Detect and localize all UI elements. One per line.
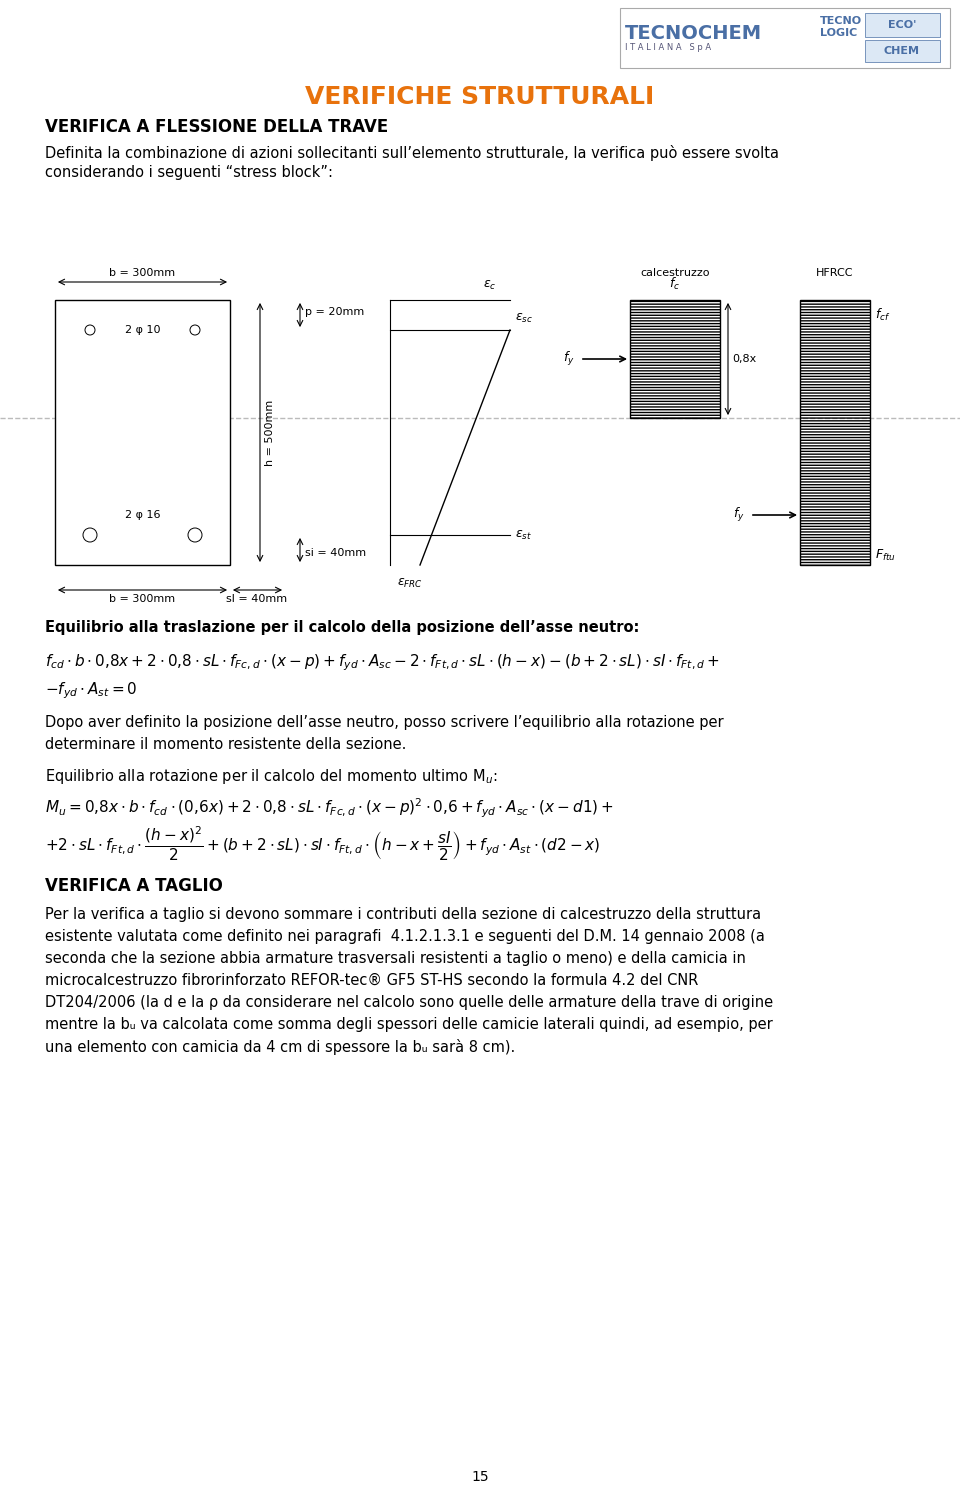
- Text: Per la verifica a taglio si devono sommare i contributi della sezione di calcest: Per la verifica a taglio si devono somma…: [45, 907, 761, 922]
- Text: $f_{cd} \cdot b \cdot 0{,}8x+2 \cdot 0{,}8 \cdot sL \cdot f_{Fc,d} \cdot (x-p)+f: $f_{cd} \cdot b \cdot 0{,}8x+2 \cdot 0{,…: [45, 652, 720, 673]
- Circle shape: [190, 324, 200, 335]
- Text: determinare il momento resistente della sezione.: determinare il momento resistente della …: [45, 736, 406, 751]
- Text: p = 20mm: p = 20mm: [305, 306, 364, 317]
- Text: CHEM: CHEM: [884, 45, 920, 56]
- Text: Equilibrio alla rotazione per il calcolo del momento ultimo M$_u$:: Equilibrio alla rotazione per il calcolo…: [45, 767, 497, 786]
- Text: HFRCC: HFRCC: [816, 269, 853, 278]
- Bar: [55, 300, 230, 564]
- Text: calcestruzzo: calcestruzzo: [640, 269, 709, 278]
- Text: 0,8x: 0,8x: [732, 355, 756, 364]
- Circle shape: [83, 528, 97, 542]
- Text: considerando i seguenti “stress block”:: considerando i seguenti “stress block”:: [45, 164, 333, 180]
- Bar: [865, 41, 940, 62]
- Text: seconda che la sezione abbia armature trasversali resistenti a taglio o meno) e : seconda che la sezione abbia armature tr…: [45, 951, 746, 966]
- Text: sl = 40mm: sl = 40mm: [227, 595, 288, 604]
- Bar: [800, 300, 870, 564]
- Text: h = 500mm: h = 500mm: [265, 400, 275, 466]
- Text: $+ 2 \cdot sL \cdot f_{Ft,d} \cdot \dfrac{(h-x)^2}{2} + (b+2 \cdot sL) \cdot sI : $+ 2 \cdot sL \cdot f_{Ft,d} \cdot \dfra…: [45, 825, 601, 863]
- Text: VERIFICA A TAGLIO: VERIFICA A TAGLIO: [45, 877, 223, 895]
- Text: I T A L I A N A   S p A: I T A L I A N A S p A: [625, 42, 711, 51]
- Text: una elemento con camicia da 4 cm di spessore la bᵤ sarà 8 cm).: una elemento con camicia da 4 cm di spes…: [45, 1040, 516, 1055]
- Bar: [630, 300, 720, 418]
- Text: 2 φ 16: 2 φ 16: [125, 510, 160, 521]
- Text: DT204/2006 (la d e la ρ da considerare nel calcolo sono quelle delle armature de: DT204/2006 (la d e la ρ da considerare n…: [45, 994, 773, 1010]
- Text: Equilibrio alla traslazione per il calcolo della posizione dell’asse neutro:: Equilibrio alla traslazione per il calco…: [45, 620, 639, 635]
- Text: LOGIC: LOGIC: [820, 29, 857, 38]
- Text: TECNO: TECNO: [820, 17, 862, 26]
- Text: $f_y$: $f_y$: [733, 506, 745, 524]
- Text: TECNOCHEM: TECNOCHEM: [625, 24, 762, 42]
- Text: $\varepsilon_c$: $\varepsilon_c$: [483, 279, 496, 293]
- Text: Definita la combinazione di azioni sollecitanti sull’elemento strutturale, la ve: Definita la combinazione di azioni solle…: [45, 145, 779, 161]
- Text: $\varepsilon_{FRC}$: $\varepsilon_{FRC}$: [397, 576, 423, 590]
- Bar: [620, 8, 950, 68]
- Text: si = 40mm: si = 40mm: [305, 548, 366, 558]
- Text: Dopo aver definito la posizione dell’asse neutro, posso scrivere l’equilibrio al: Dopo aver definito la posizione dell’ass…: [45, 715, 724, 730]
- Text: $M_u = 0{,}8x \cdot b \cdot f_{cd} \cdot (0{,}6x)+2 \cdot 0{,}8 \cdot sL \cdot f: $M_u = 0{,}8x \cdot b \cdot f_{cd} \cdot…: [45, 797, 613, 821]
- Text: ECO': ECO': [888, 20, 916, 30]
- Text: 2 φ 10: 2 φ 10: [125, 324, 160, 335]
- Text: b = 300mm: b = 300mm: [109, 595, 176, 604]
- Text: 15: 15: [471, 1470, 489, 1483]
- Text: VERIFICA A FLESSIONE DELLA TRAVE: VERIFICA A FLESSIONE DELLA TRAVE: [45, 118, 388, 136]
- Text: mentre la bᵤ va calcolata come somma degli spessori delle camicie laterali quind: mentre la bᵤ va calcolata come somma deg…: [45, 1017, 773, 1032]
- Text: $f_c$: $f_c$: [669, 276, 681, 293]
- Text: $\varepsilon_{st}$: $\varepsilon_{st}$: [515, 528, 532, 542]
- Text: $-f_{yd} \cdot A_{st} = 0$: $-f_{yd} \cdot A_{st} = 0$: [45, 681, 137, 700]
- Text: $f_{cf}$: $f_{cf}$: [875, 306, 890, 323]
- Text: VERIFICHE STRUTTURALI: VERIFICHE STRUTTURALI: [305, 85, 655, 109]
- Text: $F_{ftu}$: $F_{ftu}$: [875, 548, 896, 563]
- Circle shape: [188, 528, 202, 542]
- Text: esistente valutata come definito nei paragrafi  4.1.2.1.3.1 e seguenti del D.M. : esistente valutata come definito nei par…: [45, 930, 765, 945]
- Text: microcalcestruzzo fibrorinforzato REFOR-tec® GF5 ST-HS secondo la formula 4.2 de: microcalcestruzzo fibrorinforzato REFOR-…: [45, 973, 698, 988]
- Text: b = 300mm: b = 300mm: [109, 269, 176, 278]
- Circle shape: [85, 324, 95, 335]
- Text: $f_y$: $f_y$: [564, 350, 575, 368]
- Text: $\varepsilon_{sc}$: $\varepsilon_{sc}$: [515, 311, 533, 324]
- Bar: [865, 14, 940, 38]
